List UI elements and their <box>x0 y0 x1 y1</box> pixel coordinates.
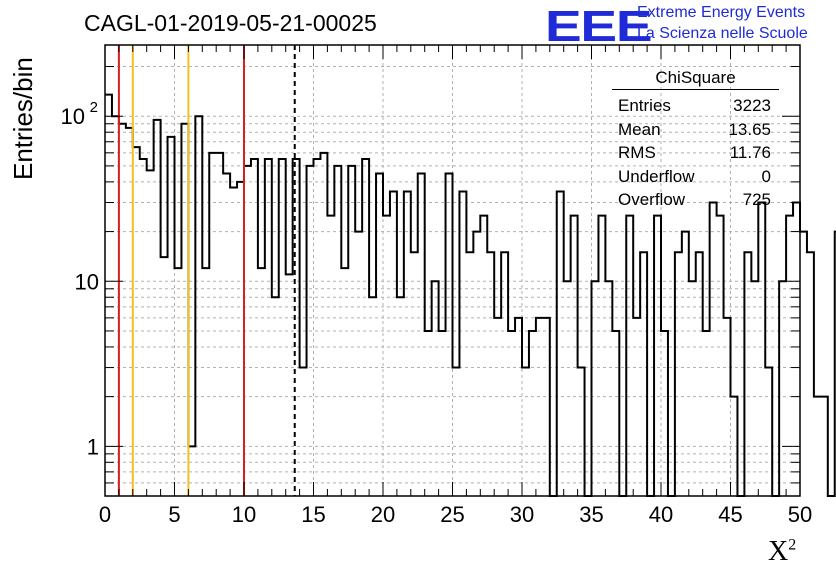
stats-label: Underflow <box>618 166 695 186</box>
stats-label: Overflow <box>618 190 686 209</box>
stats-title: ChiSquare <box>612 67 779 90</box>
x-tick-label: 5 <box>168 502 180 527</box>
stats-value: 13.65 <box>728 119 771 139</box>
y-tick-label: 10 <box>61 104 85 129</box>
stats-value: 0 <box>761 166 771 186</box>
stats-value: 11.76 <box>729 143 771 162</box>
chart-title: CAGL-01-2019-05-21-00025 <box>84 10 377 36</box>
stats-row-underflow: Underflow 0 <box>612 165 779 189</box>
y-tick-label-exponent: 2 <box>90 99 98 116</box>
x-tick-label: 10 <box>232 502 256 527</box>
stats-value: 725 <box>742 190 771 209</box>
x-tick-label: 35 <box>579 502 603 527</box>
stats-row-overflow: Overflow 725 <box>612 188 779 212</box>
stats-label: Mean <box>618 119 661 139</box>
stats-row-mean: Mean 13.65 <box>612 118 779 142</box>
x-tick-label: 45 <box>718 502 742 527</box>
x-tick-label: 20 <box>371 502 395 527</box>
histogram-series <box>105 93 836 497</box>
stats-label: RMS <box>618 143 656 162</box>
x-tick-label: 15 <box>301 502 325 527</box>
x-tick-label: 40 <box>649 502 673 527</box>
x-tick-label: 25 <box>440 502 464 527</box>
x-axis-label: X2 <box>768 536 797 567</box>
stats-value: 3223 <box>733 96 771 115</box>
y-tick-label: 10 <box>75 269 99 294</box>
eee-logo: EEE <box>545 2 653 51</box>
logo-subtitle-1: Extreme Energy Events <box>637 4 806 21</box>
stats-box: ChiSquare Entries 3223 Mean 13.65 RMS 11.76… <box>612 67 779 212</box>
x-tick-label: 0 <box>99 502 111 527</box>
stats-row-rms: RMS 11.76 <box>612 141 779 165</box>
stats-row-entries: Entries 3223 <box>612 94 779 118</box>
x-tick-label: 30 <box>510 502 534 527</box>
x-tick-label: 50 <box>788 502 812 527</box>
stats-label: Entries <box>618 96 671 115</box>
y-axis-label: Entries/bin <box>8 57 38 180</box>
y-tick-label: 1 <box>87 434 99 459</box>
logo-subtitle-2: La Scienza nelle Scuole <box>637 25 808 42</box>
